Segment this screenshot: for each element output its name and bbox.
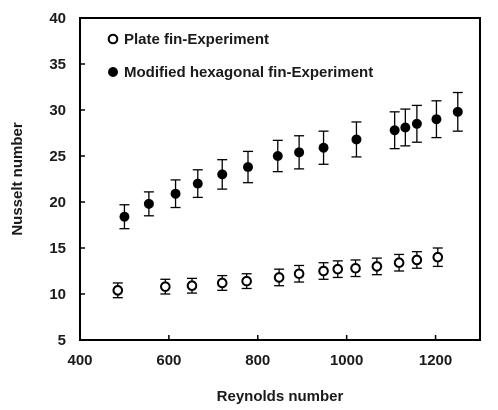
data-point-filled-circle	[389, 125, 400, 136]
data-point-open-circle	[293, 268, 305, 280]
x-tick-label: 800	[245, 352, 270, 369]
data-series-layer	[112, 91, 463, 299]
plot-frame	[79, 17, 481, 341]
y-tick-label: 25	[49, 148, 66, 165]
data-point-open-circle	[332, 263, 344, 275]
data-point-open-circle	[393, 257, 405, 269]
legend-item-plate-fin: Plate fin-Experiment	[107, 31, 269, 48]
data-point-open-circle	[432, 251, 444, 263]
data-point-filled-circle	[318, 142, 329, 153]
y-axis-ticks: 5 10 15 20 25 30 35 40	[49, 10, 85, 349]
data-point-open-circle	[186, 280, 198, 292]
x-axis-ticks: 400 600 800 1000 1200	[67, 335, 452, 369]
x-tick-label: 1200	[419, 352, 452, 369]
data-point-filled-circle	[272, 151, 283, 161]
x-tick-label: 400	[67, 352, 92, 369]
data-point-open-circle	[216, 277, 228, 289]
data-point-filled-circle	[351, 134, 362, 145]
data-point-open-circle	[350, 262, 361, 274]
legend-item-hexagonal-fin: Modified hexagonal fin-Experiment	[108, 64, 373, 81]
legend-marker-filled-circle	[108, 67, 118, 77]
x-tick-label: 1000	[330, 352, 363, 369]
y-tick-label: 5	[58, 332, 66, 349]
data-point-filled-circle	[192, 178, 203, 189]
series-plate-fin	[112, 247, 444, 299]
data-point-open-circle	[241, 275, 252, 287]
data-point-open-circle	[273, 272, 285, 283]
y-tick-label: 10	[49, 286, 66, 303]
data-point-open-circle	[371, 261, 383, 272]
data-point-filled-circle	[294, 147, 305, 158]
data-point-filled-circle	[143, 198, 154, 209]
series-hexagonal-fin	[119, 91, 463, 230]
y-tick-label: 30	[49, 102, 66, 119]
legend-label-hexagonal-fin: Modified hexagonal fin-Experiment	[124, 64, 373, 81]
data-point-open-circle	[318, 265, 329, 277]
y-tick-label: 35	[49, 56, 66, 73]
data-point-filled-circle	[411, 118, 422, 129]
legend-label-plate-fin: Plate fin-Experiment	[124, 31, 269, 48]
data-point-filled-circle	[170, 188, 181, 199]
data-point-filled-circle	[217, 169, 228, 180]
data-point-filled-circle	[243, 162, 253, 173]
data-point-open-circle	[160, 281, 171, 292]
data-point-filled-circle	[431, 114, 442, 125]
legend: Plate fin-Experiment Modified hexagonal …	[107, 31, 373, 81]
data-point-open-circle	[411, 254, 423, 266]
data-point-filled-circle	[452, 106, 463, 117]
y-tick-label: 20	[49, 194, 66, 211]
x-axis-label: Reynolds number	[217, 388, 344, 405]
y-tick-label: 40	[49, 10, 66, 27]
data-point-open-circle	[112, 285, 124, 296]
legend-marker-open-circle	[107, 33, 119, 45]
y-axis-label: Nusselt number	[9, 122, 26, 236]
data-point-filled-circle	[400, 122, 411, 133]
x-tick-label: 600	[156, 352, 181, 369]
y-tick-label: 15	[49, 240, 66, 257]
data-point-filled-circle	[119, 211, 130, 222]
